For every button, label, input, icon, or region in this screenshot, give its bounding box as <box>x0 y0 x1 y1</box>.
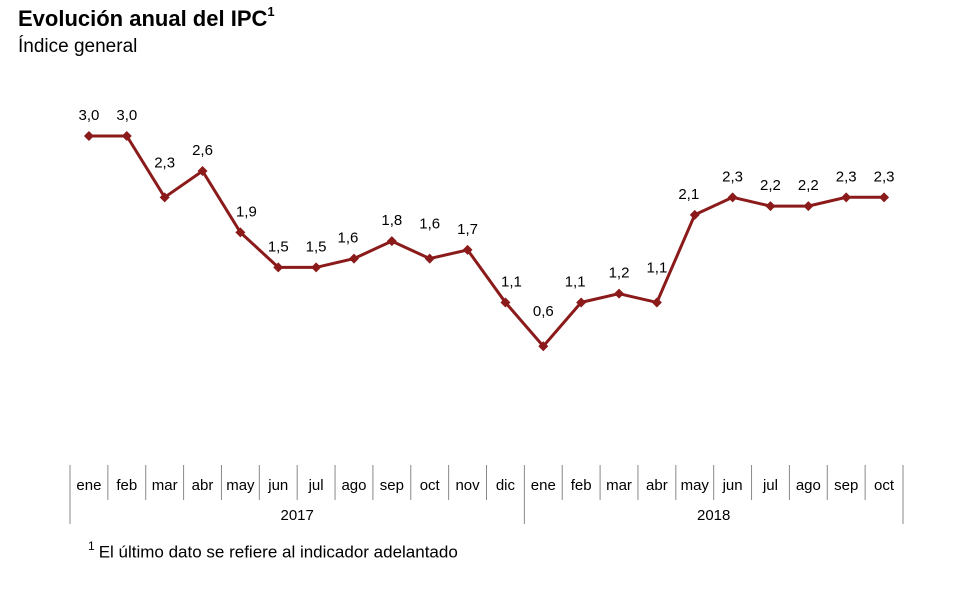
data-label: 0,6 <box>533 303 554 320</box>
data-point <box>311 262 322 273</box>
data-label: 2,2 <box>798 177 819 194</box>
x-tick-label: abr <box>192 477 214 494</box>
x-tick-label: dic <box>496 477 516 494</box>
chart-title-text: Evolución anual del IPC <box>18 6 268 31</box>
data-label: 1,7 <box>457 221 478 238</box>
data-label: 3,0 <box>116 107 137 124</box>
title-footnote-marker: 1 <box>267 4 275 19</box>
year-label: 2018 <box>697 507 730 524</box>
data-point <box>879 192 890 203</box>
x-tick-label: oct <box>874 477 895 494</box>
data-point <box>538 341 549 352</box>
footnote-text: El último dato se refiere al indicador a… <box>98 542 458 562</box>
x-tick-label: sep <box>834 477 858 494</box>
x-tick-label: mar <box>152 477 178 494</box>
data-label: 2,3 <box>722 168 743 185</box>
data-label: 2,3 <box>874 168 895 185</box>
data-label: 2,2 <box>760 177 781 194</box>
series-line <box>88 134 885 349</box>
x-tick-label: feb <box>116 477 137 494</box>
data-point <box>235 227 246 238</box>
x-tick-label: jul <box>308 477 324 494</box>
data-point <box>159 192 170 203</box>
data-label: 1,5 <box>306 238 327 255</box>
data-point <box>462 244 473 255</box>
data-label: 1,8 <box>381 212 402 229</box>
data-point <box>727 192 738 203</box>
data-point <box>83 131 94 141</box>
footnote-marker: 1 <box>88 539 95 553</box>
data-point <box>765 201 776 212</box>
series-layer <box>83 131 890 352</box>
data-label: 1,1 <box>565 273 586 290</box>
data-label: 2,6 <box>192 142 213 159</box>
data-label: 1,2 <box>609 265 630 282</box>
data-point <box>424 253 435 264</box>
x-tick-label: may <box>681 477 710 494</box>
x-tick-label: nov <box>455 477 480 494</box>
x-tick-label: ago <box>796 477 821 494</box>
data-point <box>386 236 397 247</box>
x-axis-table: ene feb mar abr may jun jul ago sep oct nov dic ene f… <box>69 465 904 524</box>
footnote: 1 El último dato se refiere al indicador … <box>88 539 458 563</box>
data-label: 2,3 <box>836 168 857 185</box>
data-label: 1,6 <box>338 230 359 247</box>
x-tick-label: jun <box>267 477 288 494</box>
data-point <box>348 253 359 264</box>
data-point <box>651 297 662 308</box>
data-label: 1,1 <box>501 273 522 290</box>
data-point <box>803 201 814 212</box>
data-point <box>614 288 625 299</box>
x-tick-label: sep <box>380 477 404 494</box>
data-label: 2,3 <box>154 154 175 171</box>
x-tick-label: jul <box>762 477 778 494</box>
chart-subtitle: Índice general <box>18 36 138 57</box>
x-tick-label: mar <box>606 477 632 494</box>
data-point <box>500 297 511 308</box>
data-point <box>689 209 700 220</box>
x-tick-label: ene <box>76 477 101 494</box>
data-label: 3,0 <box>79 107 100 124</box>
x-tick-label: oct <box>420 477 441 494</box>
x-tick-label: may <box>226 477 255 494</box>
data-label: 1,1 <box>646 259 667 276</box>
data-point <box>841 192 852 203</box>
data-labels: 3,0 3,0 2,3 2,6 1,9 1,5 1,5 1,6 1,8 1,6 1,7 1,1 0,6 1… <box>79 107 895 320</box>
data-label: 2,1 <box>678 186 699 203</box>
data-point <box>576 297 587 308</box>
x-tick-label: ago <box>341 477 366 494</box>
data-label: 1,6 <box>419 216 440 233</box>
data-label: 1,9 <box>236 203 257 220</box>
data-point <box>121 131 132 141</box>
x-tick-label: jun <box>722 477 743 494</box>
year-label: 2017 <box>280 507 313 524</box>
x-tick-label: ene <box>531 477 556 494</box>
data-point <box>273 262 284 273</box>
data-label: 1,5 <box>268 238 289 255</box>
data-point <box>197 166 208 177</box>
x-tick-label: abr <box>646 477 668 494</box>
chart-title: Evolución anual del IPC1 <box>18 4 275 32</box>
x-tick-label: feb <box>571 477 592 494</box>
